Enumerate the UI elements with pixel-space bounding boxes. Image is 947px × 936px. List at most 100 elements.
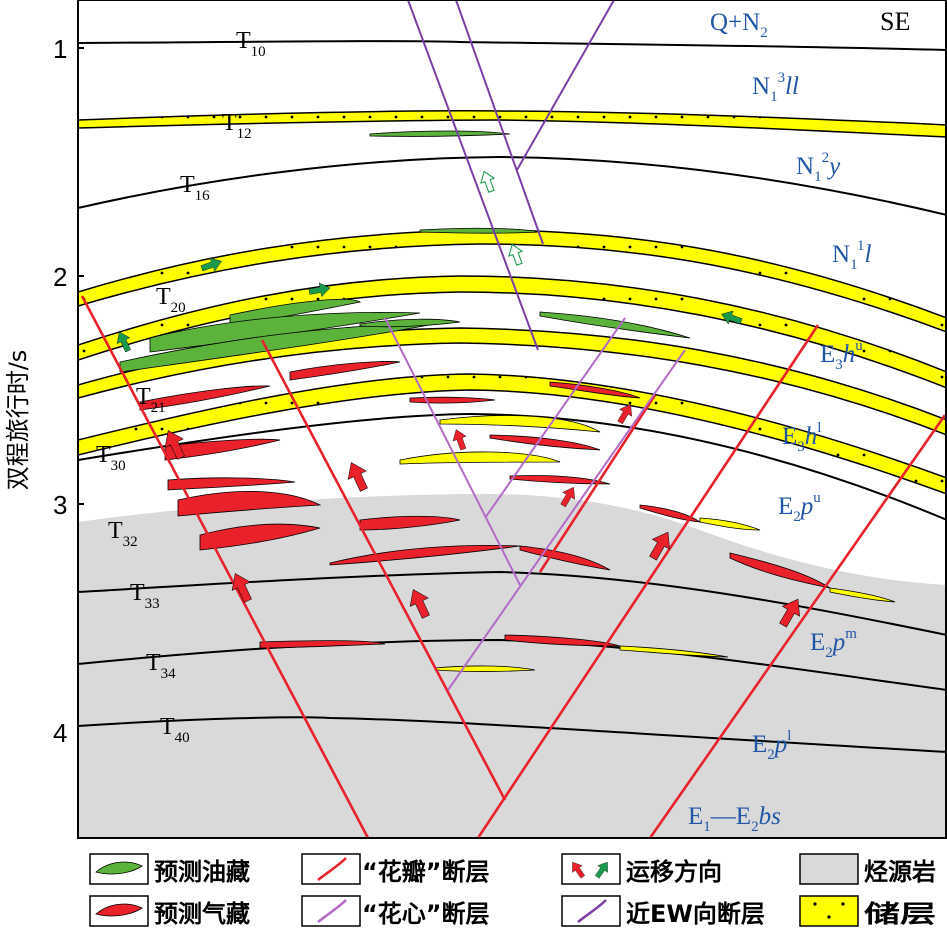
horizon-label-t20: T20 (156, 284, 186, 316)
migration-arrow-red (347, 462, 368, 492)
tick-label-2: 2 (53, 262, 67, 292)
migration-arrow-hollow (480, 170, 496, 193)
reservoir-lens (434, 665, 536, 672)
strata-label-e3hu: E3hu (820, 338, 863, 373)
migration-arrow-red (231, 573, 252, 603)
ew-faults (407, 0, 615, 351)
horizon-label-t21: T21 (136, 384, 166, 416)
horizon-label-t32: T32 (108, 518, 138, 550)
migration-arrows-red (164, 404, 800, 628)
migration-arrow-red (560, 487, 575, 508)
horizon-labels: T10 T12 T16 T20 T21 T30 T32 T33 T34 T40 (96, 28, 266, 746)
strata-label-e3hl: E3hl (782, 420, 821, 455)
gas-reservoir (259, 640, 386, 649)
gas-reservoir (139, 385, 271, 411)
reservoir-lenses (399, 415, 896, 672)
horizon-label-t33: T33 (130, 580, 160, 612)
horizon-t10-line (78, 40, 947, 51)
migration-swatch-green (595, 861, 608, 879)
horizon-t34-line (78, 638, 947, 691)
legend-migration-label: 运移方向 (626, 858, 722, 886)
migration-arrow-red (649, 531, 670, 561)
migration-swatch-red (572, 861, 585, 879)
reservoir-lens (699, 517, 761, 531)
reservoir-lens (829, 587, 896, 603)
oil-reservoir (419, 227, 541, 234)
legend-source-rock-box (799, 853, 859, 885)
oil-reservoirs (119, 130, 691, 373)
strata-label-e2pm: E2pm (810, 626, 857, 661)
gas-reservoir (199, 523, 321, 551)
horizon-label-t10: T10 (236, 28, 266, 60)
heart-faults (384, 317, 686, 691)
petal-fault-line (476, 324, 820, 838)
strata-label-n1-3ll: N13ll (752, 70, 799, 105)
petal-fault-swatch (317, 857, 347, 881)
horizon-label-t30: T30 (96, 442, 126, 474)
heart-fault-line (384, 317, 521, 586)
migration-arrows-green (116, 257, 743, 353)
legend-heart-fault-label: “花心”断层 (362, 900, 490, 928)
reservoir-swatch-dot (827, 915, 831, 919)
petal-fault-line (648, 414, 947, 838)
horizon-lines (78, 40, 947, 753)
migration-arrow-red (409, 589, 430, 619)
strata-labels: Q+N2 SE N13ll N12y N11l E3hu E3hl E2pu E… (688, 7, 910, 835)
heart-fault-line (484, 317, 626, 519)
migration-arrow-green (721, 310, 743, 325)
tick-label-1: 1 (53, 34, 67, 64)
section-body: T10 T12 T16 T20 T21 T30 T32 T33 T34 T40 … (78, 0, 947, 838)
legend: 预测油藏 预测气藏 “花瓣”断层 “花心”断层 运移方向 近EW向断层 烃源岩 … (89, 853, 936, 928)
oil-reservoir (369, 130, 511, 137)
gas-swatch (95, 903, 143, 917)
tick-label-4: 4 (53, 718, 67, 748)
horizon-t40-line (78, 716, 947, 753)
reservoir-swatch-dot (813, 902, 817, 906)
ew-fault-swatch (577, 899, 607, 923)
oil-reservoir (359, 318, 461, 328)
migration-arrow-red (779, 598, 800, 628)
horizon-t16-line (78, 155, 947, 216)
ew-fault-line (516, 0, 615, 171)
horizon-label-t12: T12 (222, 110, 252, 142)
petal-fault-line (260, 339, 507, 801)
reservoir-swatch-dot (841, 902, 845, 906)
heart-fault-line (447, 349, 686, 691)
y-axis: 双程旅行时/s 1 2 3 4 (4, 34, 84, 748)
legend-petal-fault-label: “花瓣”断层 (362, 858, 490, 886)
oil-reservoir (539, 311, 691, 339)
strata-label-e2pl: E2pl (752, 728, 791, 763)
horizon-label-t40: T40 (160, 714, 190, 746)
gas-reservoir (177, 491, 322, 517)
migration-arrows-hollow (480, 170, 524, 266)
migration-arrow-green (200, 257, 222, 272)
reservoir-lens (439, 415, 601, 433)
legend-reservoir-label: 储层 (864, 900, 936, 928)
gas-reservoir (409, 396, 496, 404)
tick-label-3: 3 (53, 490, 67, 520)
reservoir-dots (78, 230, 947, 332)
gas-reservoir (489, 434, 601, 451)
migration-arrow-red (164, 430, 185, 460)
gas-reservoir (167, 477, 296, 491)
migration-arrow-green (308, 282, 331, 298)
migration-arrow-red (452, 429, 467, 451)
reservoir-lens (399, 451, 561, 465)
gas-reservoir (549, 381, 641, 399)
legend-source-rock-label: 烃源岩 (864, 858, 936, 886)
gas-reservoir (359, 515, 461, 531)
horizon-t30-line (78, 412, 947, 521)
petal-fault-line (80, 295, 370, 838)
gas-reservoir (509, 475, 611, 485)
section-frame (77, 0, 947, 839)
migration-arrow-hollow (508, 243, 524, 266)
migration-arrow-green (116, 331, 131, 353)
strata-label-e2pu: E2pu (778, 490, 821, 525)
horizon-label-t34: T34 (146, 650, 176, 682)
migration-arrow-red (617, 404, 632, 425)
reservoir-dots (78, 110, 947, 137)
petal-fault-line (538, 394, 657, 573)
oil-swatch (95, 861, 143, 875)
y-axis-title: 双程旅行时/s (4, 350, 32, 491)
